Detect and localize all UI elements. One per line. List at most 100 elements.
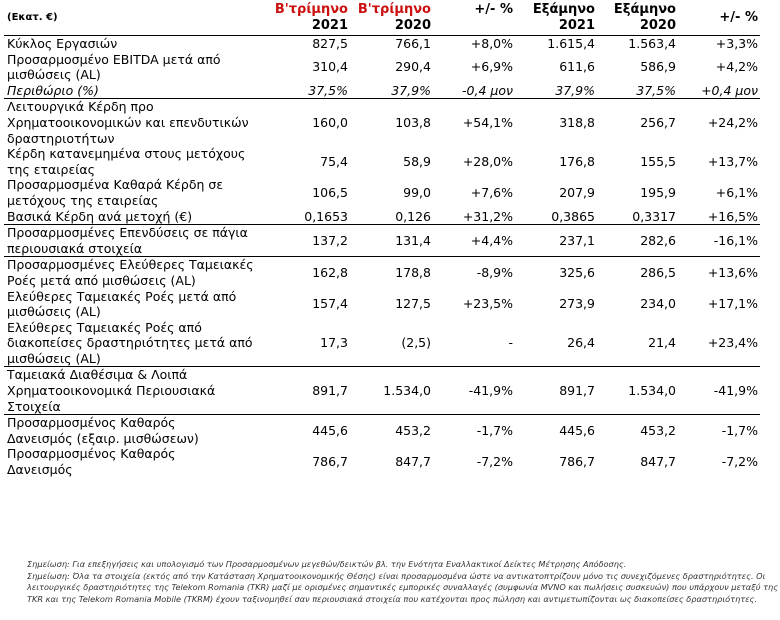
table-row: Προσαρμοσμένος Καθαρός Δανεισμός (εξαιρ.… [4,414,760,447]
cell-value: 37,5% [308,82,348,98]
table-row: Βασικά Κέρδη ανά μετοχή (€) 0,1653 0,126… [4,209,760,225]
column-header-h1-2021: Εξάμηνο 2021 [515,2,597,36]
cell-value: 137,2 [266,224,350,257]
cell-value: 891,7 [515,366,597,415]
cell-value: 162,8 [266,256,350,289]
cell-value: 37,9% [391,82,431,98]
cell-value: -1,7% [433,414,515,447]
row-label: Προσαρμοσμένα Καθαρά Κέρδη σε μετόχους τ… [7,177,224,208]
row-label: Βασικά Κέρδη ανά μετοχή (€) [7,208,193,224]
cell-value: 176,8 [559,153,595,169]
cell-value: 1.534,0 [350,366,433,415]
cell-value: 310,4 [312,59,348,75]
cell-value: 237,1 [515,224,597,257]
table-row: Λειτουργικά Κέρδη προ Χρηματοοικονομικών… [4,98,760,147]
cell-value: 37,9% [555,82,595,98]
cell-value: +8,0% [470,36,513,51]
cell-value: 0,1653 [304,208,348,224]
cell-value: 827,5 [312,36,348,51]
cell-value: 58,9 [403,153,431,169]
cell-value: 106,5 [312,185,348,201]
cell-value: +16,5% [707,208,758,224]
cell-value: 1.563,4 [628,36,676,51]
row-label: Προσαρμοσμένος Καθαρός Δανεισμός [7,446,176,478]
cell-value: 611,6 [559,59,595,75]
cell-value: +7,6% [470,185,513,201]
cell-value: 99,0 [403,185,431,201]
cell-value: -41,9% [678,366,760,415]
cell-value: 17,3 [320,335,348,351]
cell-value: 127,5 [395,296,431,312]
cell-value: 766,1 [395,36,431,51]
table-row: Προσαρμοσμένες Ελεύθερες Ταμειακές Ροές … [4,256,760,289]
cell-value: 178,8 [350,256,433,289]
cell-value: 37,5% [636,82,676,98]
row-label: Προσαρμοσμένες Επενδύσεις σε πάγια περιο… [4,224,266,257]
cell-value: -16,1% [678,224,760,257]
table-row: Ταμειακά Διαθέσιμα & Λοιπά Χρηματοοικονο… [4,366,760,415]
row-label: Κύκλος Εργασιών [7,36,118,51]
cell-value: 155,5 [640,153,676,169]
cell-value: 160,0 [266,98,350,147]
row-label: Ελεύθερες Ταμειακές Ροές μετά από μισθώσ… [7,288,237,320]
footnote: Σημείωση: Για επεξηγήσεις και υπολογισμό… [27,559,627,569]
column-header-change-quarter: +/- % [433,2,515,36]
cell-value: -1,7% [678,414,760,447]
cell-value: 282,6 [597,224,678,257]
table-row: Κέρδη κατανεμημένα στους μετόχους της ετ… [4,146,760,177]
cell-value: 0,3865 [551,208,595,224]
cell-value: +31,2% [462,208,513,224]
cell-value: 1.615,4 [547,36,595,51]
cell-value: +0,4 μον [701,82,758,98]
cell-value: 847,7 [640,454,676,470]
row-label: Ταμειακά Διαθέσιμα & Λοιπά Χρηματοοικονο… [4,366,266,415]
column-header-top: Εξάμηνο [532,2,595,17]
cell-value: 157,4 [312,296,348,312]
cell-value: -7,2% [721,454,758,470]
cell-value: 786,7 [559,454,595,470]
cell-value: 891,7 [266,366,350,415]
cell-value: 75,4 [320,153,348,169]
cell-value: 445,6 [515,414,597,447]
column-header-top: +/- % [474,2,513,17]
cell-value: +4,4% [433,224,515,257]
cell-value: +23,5% [462,296,513,312]
row-label: Προσαρμοσμένο EBITDA μετά από μισθώσεις … [7,51,221,83]
financial-results-table-container: (Εκατ. €) Β'τρίμηνο 2021 Β'τρίμηνο 2020 +/… [4,2,760,478]
cell-value: (2,5) [401,335,431,351]
cell-value: 453,2 [350,414,433,447]
cell-value: 318,8 [515,98,597,147]
cell-value: 131,4 [350,224,433,257]
cell-value: +4,2% [715,59,758,75]
column-header-h1-2020: Εξάμηνο 2020 [597,2,678,36]
column-header-top: Εξάμηνο [613,2,676,17]
table-row: Προσαρμοσμένες Επενδύσεις σε πάγια περιο… [4,224,760,257]
unit-label: (Εκατ. €) [4,2,266,36]
cell-value: 586,9 [640,59,676,75]
cell-value: 786,7 [312,454,348,470]
cell-value: -0,4 μον [462,82,513,98]
cell-value: 325,6 [515,256,597,289]
cell-value: 0,3317 [632,208,676,224]
column-header-year: 2020 [394,18,431,33]
table-row: Κύκλος Εργασιών 827,5 766,1 +8,0% 1.615,… [4,36,760,52]
column-header-top: Β'τρίμηνο [274,2,348,17]
column-header-q2-2020: Β'τρίμηνο 2020 [350,2,433,36]
cell-value: 445,6 [266,414,350,447]
table-row: Προσαρμοσμένος Καθαρός Δανεισμός 786,7 8… [4,446,760,477]
row-label: Λειτουργικά Κέρδη προ Χρηματοοικονομικών… [4,98,266,147]
header-row: (Εκατ. €) Β'τρίμηνο 2021 Β'τρίμηνο 2020 +/… [4,2,760,36]
cell-value: +23,4% [707,335,758,351]
cell-value: +6,9% [470,59,513,75]
cell-value: +6,1% [715,185,758,201]
table-row: Προσαρμοσμένα Καθαρά Κέρδη σε μετόχους τ… [4,177,760,208]
column-header-year: 2021 [558,18,595,33]
column-header-q2-2021: Β'τρίμηνο 2021 [266,2,350,36]
cell-value: 21,4 [648,335,676,351]
cell-value: 103,8 [350,98,433,147]
cell-value: 1.534,0 [597,366,678,415]
row-label: Ελεύθερες Ταμειακές Ροές από διακοπείσες… [7,319,253,366]
table-row: Περιθώριο (%) 37,5% 37,9% -0,4 μον 37,9%… [4,83,760,99]
cell-value: 256,7 [597,98,678,147]
footnotes: Σημείωση: Για επεξηγήσεις και υπολογισμό… [27,559,779,605]
